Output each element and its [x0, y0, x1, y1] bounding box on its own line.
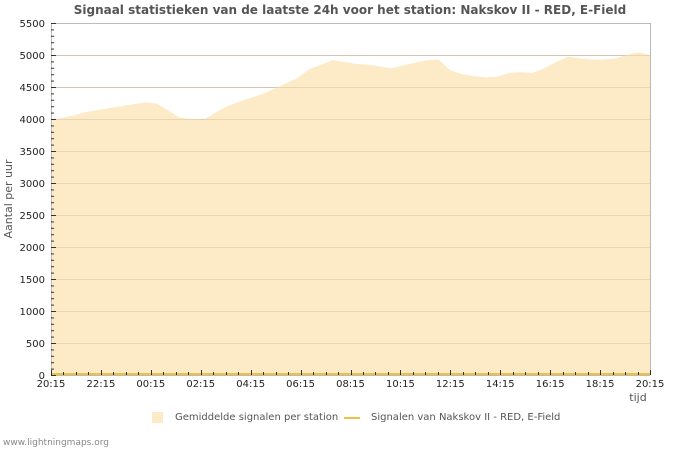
y-tick-label: 1500: [20, 275, 45, 286]
y-tick-label: 3500: [20, 147, 45, 158]
x-tick-label: 10:15: [386, 379, 415, 390]
axes: [51, 23, 651, 376]
y-axis-title: Aantal per uur: [2, 159, 15, 239]
x-tick-label: 22:15: [87, 379, 116, 390]
x-tick-label: 06:15: [286, 379, 315, 390]
x-tick-label: 08:15: [336, 379, 365, 390]
footer-credit[interactable]: www.lightningmaps.org: [3, 438, 109, 448]
legend-area-swatch-icon: [152, 412, 163, 423]
y-tick-label: 1000: [20, 307, 45, 318]
x-tick-label: 00:15: [136, 379, 165, 390]
chart-title: Signaal statistieken van de laatste 24h …: [73, 3, 627, 17]
x-tick-label: 04:15: [236, 379, 265, 390]
x-tick-label: 02:15: [186, 379, 215, 390]
x-tick-label: 16:15: [536, 379, 565, 390]
legend-label-station: Signalen van Nakskov II - RED, E-Field: [371, 412, 561, 423]
area-series-average-signals: [51, 52, 650, 376]
x-tick-label: 20:15: [37, 379, 66, 390]
x-tick-label: 12:15: [436, 379, 465, 390]
y-tick-label: 2500: [20, 211, 45, 222]
x-axis-title: tijd: [629, 391, 646, 404]
legend-item-average[interactable]: Gemiddelde signalen per station: [152, 412, 338, 423]
x-tick-label: 14:15: [486, 379, 515, 390]
y-tick-label: 500: [26, 339, 45, 350]
y-tick-label: 4500: [20, 83, 45, 94]
y-tick-label: 5000: [20, 51, 45, 62]
x-tick-label: 20:15: [636, 379, 665, 390]
y-axis-ticks: 0 500 1000 1500 2000 2500 3000 3500 4000 4500 5000…: [20, 19, 56, 382]
y-tick-label: 2000: [20, 243, 45, 254]
legend-line-swatch-icon: [344, 416, 360, 419]
y-tick-label: 0: [39, 371, 45, 382]
y-tick-label: 4000: [20, 115, 45, 126]
legend-label-average: Gemiddelde signalen per station: [175, 412, 339, 423]
y-tick-label: 3000: [20, 179, 45, 190]
x-axis-ticks: 20:15 22:15 00:15 02:15 04:15 06:15 08:15 10:15…: [37, 370, 665, 390]
y-tick-label: 5500: [20, 19, 45, 30]
legend-item-station[interactable]: Signalen van Nakskov II - RED, E-Field: [344, 412, 560, 423]
x-tick-label: 18:15: [586, 379, 615, 390]
